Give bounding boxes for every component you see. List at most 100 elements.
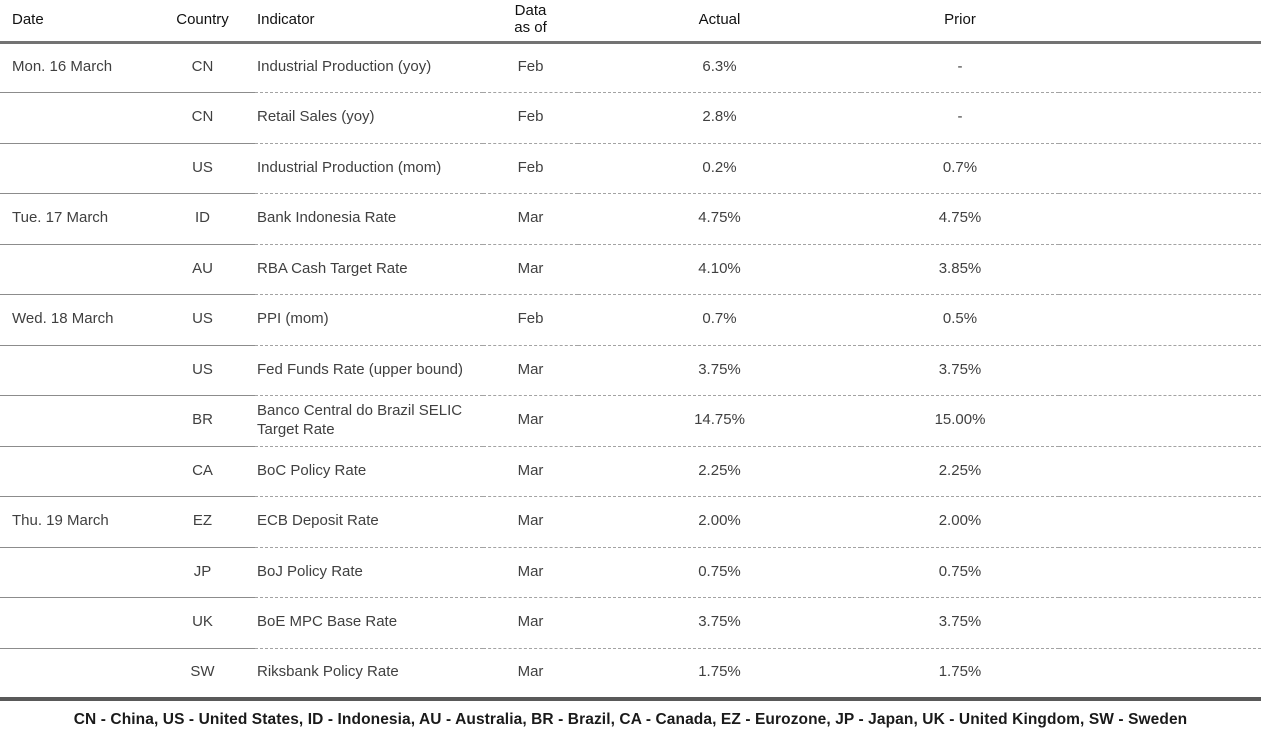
cell-prior: 15.00% — [861, 395, 1059, 447]
cell-date: Tue. 17 March — [0, 193, 150, 245]
cell-actual: 0.75% — [578, 547, 861, 598]
cell-data-as-of: Mar — [483, 496, 578, 548]
cell-actual: 0.2% — [578, 143, 861, 194]
cell-spacer — [1059, 92, 1261, 144]
cell-date: Wed. 18 March — [0, 294, 150, 346]
cell-spacer — [1059, 597, 1261, 649]
cell-date — [0, 597, 150, 649]
cell-date — [0, 648, 150, 699]
cell-data-as-of: Feb — [483, 92, 578, 144]
cell-data-as-of: Mar — [483, 597, 578, 649]
cell-date — [0, 547, 150, 598]
table-body: Mon. 16 March CN Industrial Production (… — [0, 42, 1261, 699]
cell-actual: 3.75% — [578, 597, 861, 649]
cell-data-as-of: Feb — [483, 294, 578, 346]
cell-indicator: Banco Central do Brazil SELIC Target Rat… — [255, 395, 483, 447]
cell-spacer — [1059, 42, 1261, 93]
cell-spacer — [1059, 294, 1261, 346]
cell-country: BR — [150, 395, 255, 447]
cell-data-as-of: Mar — [483, 446, 578, 497]
cell-indicator: Bank Indonesia Rate — [255, 193, 483, 245]
table-row: Wed. 18 March US PPI (mom) Feb 0.7% 0.5% — [0, 294, 1261, 346]
cell-data-as-of: Mar — [483, 547, 578, 598]
cell-spacer — [1059, 143, 1261, 194]
cell-prior: 0.7% — [861, 143, 1059, 194]
cell-data-as-of: Mar — [483, 395, 578, 447]
table-row: JP BoJ Policy Rate Mar 0.75% 0.75% — [0, 547, 1261, 598]
column-header-spacer — [1059, 0, 1261, 44]
cell-date — [0, 244, 150, 295]
table-row: Thu. 19 March EZ ECB Deposit Rate Mar 2.… — [0, 496, 1261, 548]
cell-date — [0, 345, 150, 396]
column-header-data-as-of-label: Data as of — [514, 2, 547, 37]
cell-prior: 3.85% — [861, 244, 1059, 295]
cell-actual: 2.8% — [578, 92, 861, 144]
cell-date — [0, 143, 150, 194]
country-code-legend: CN - China, US - United States, ID - Ind… — [73, 710, 1188, 728]
cell-data-as-of: Mar — [517, 663, 544, 681]
column-header-country: Country — [150, 0, 255, 44]
cell-prior: - — [861, 92, 1059, 144]
cell-indicator: BoE MPC Base Rate — [255, 597, 483, 649]
cell-indicator: BoJ Policy Rate — [255, 547, 483, 598]
cell-prior: 2.00% — [861, 496, 1059, 548]
cell-spacer — [1059, 496, 1261, 548]
column-header-indicator: Indicator — [255, 0, 483, 44]
cell-indicator: Industrial Production (yoy) — [255, 42, 483, 93]
cell-data-as-of: Feb — [483, 42, 578, 93]
cell-date: Mon. 16 March — [0, 42, 150, 93]
table-row: CN Retail Sales (yoy) Feb 2.8% - — [0, 92, 1261, 144]
table-row: US Industrial Production (mom) Feb 0.2% … — [0, 143, 1261, 194]
cell-data-as-of: Mar — [483, 244, 578, 295]
cell-prior: 4.75% — [861, 193, 1059, 245]
cell-prior: 3.75% — [861, 345, 1059, 396]
cell-prior: 0.75% — [861, 547, 1059, 598]
cell-indicator: RBA Cash Target Rate — [255, 244, 483, 295]
table-row: SW Riksbank Policy Rate Mar 1.75% 1.75% — [0, 648, 1261, 699]
table-header: Date Country Indicator Data as of Actual… — [0, 0, 1261, 44]
table-row: BR Banco Central do Brazil SELIC Target … — [0, 395, 1261, 447]
economic-calendar-table: Date Country Indicator Data as of Actual… — [0, 0, 1261, 701]
table-row: AU RBA Cash Target Rate Mar 4.10% 3.85% — [0, 244, 1261, 295]
cell-country: CN — [150, 92, 255, 144]
cell-spacer — [1059, 395, 1261, 447]
cell-country: JP — [150, 547, 255, 598]
cell-country: CN — [150, 42, 255, 93]
table-row: Tue. 17 March ID Bank Indonesia Rate Mar… — [0, 193, 1261, 245]
cell-country: EZ — [150, 496, 255, 548]
cell-country: US — [150, 294, 255, 346]
column-header-data-as-of: Data as of — [483, 0, 578, 44]
cell-indicator: ECB Deposit Rate — [255, 496, 483, 548]
cell-prior: 0.5% — [861, 294, 1059, 346]
cell-prior: 1.75% — [938, 663, 982, 681]
column-header-date: Date — [0, 0, 150, 44]
cell-country: US — [150, 345, 255, 396]
cell-data-as-of: Feb — [483, 143, 578, 194]
cell-actual: 6.3% — [578, 42, 861, 93]
table-row: UK BoE MPC Base Rate Mar 3.75% 3.75% — [0, 597, 1261, 649]
cell-actual: 3.75% — [578, 345, 861, 396]
cell-data-as-of: Mar — [483, 193, 578, 245]
cell-data-as-of: Mar — [483, 345, 578, 396]
cell-date — [0, 446, 150, 497]
column-header-actual: Actual — [578, 0, 861, 44]
cell-date — [0, 395, 150, 447]
cell-country: AU — [150, 244, 255, 295]
table-row: Mon. 16 March CN Industrial Production (… — [0, 42, 1261, 93]
cell-actual: 14.75% — [578, 395, 861, 447]
cell-country: ID — [150, 193, 255, 245]
cell-spacer — [1059, 244, 1261, 295]
cell-country: US — [150, 143, 255, 194]
cell-spacer — [1059, 648, 1261, 699]
cell-indicator: BoC Policy Rate — [255, 446, 483, 497]
cell-date: Thu. 19 March — [0, 496, 150, 548]
cell-indicator: Fed Funds Rate (upper bound) — [255, 345, 483, 396]
cell-date — [0, 92, 150, 144]
cell-indicator: PPI (mom) — [255, 294, 483, 346]
cell-actual: 2.00% — [578, 496, 861, 548]
cell-actual: 0.7% — [578, 294, 861, 346]
cell-indicator: Retail Sales (yoy) — [255, 92, 483, 144]
cell-spacer — [1059, 345, 1261, 396]
cell-country: UK — [150, 597, 255, 649]
